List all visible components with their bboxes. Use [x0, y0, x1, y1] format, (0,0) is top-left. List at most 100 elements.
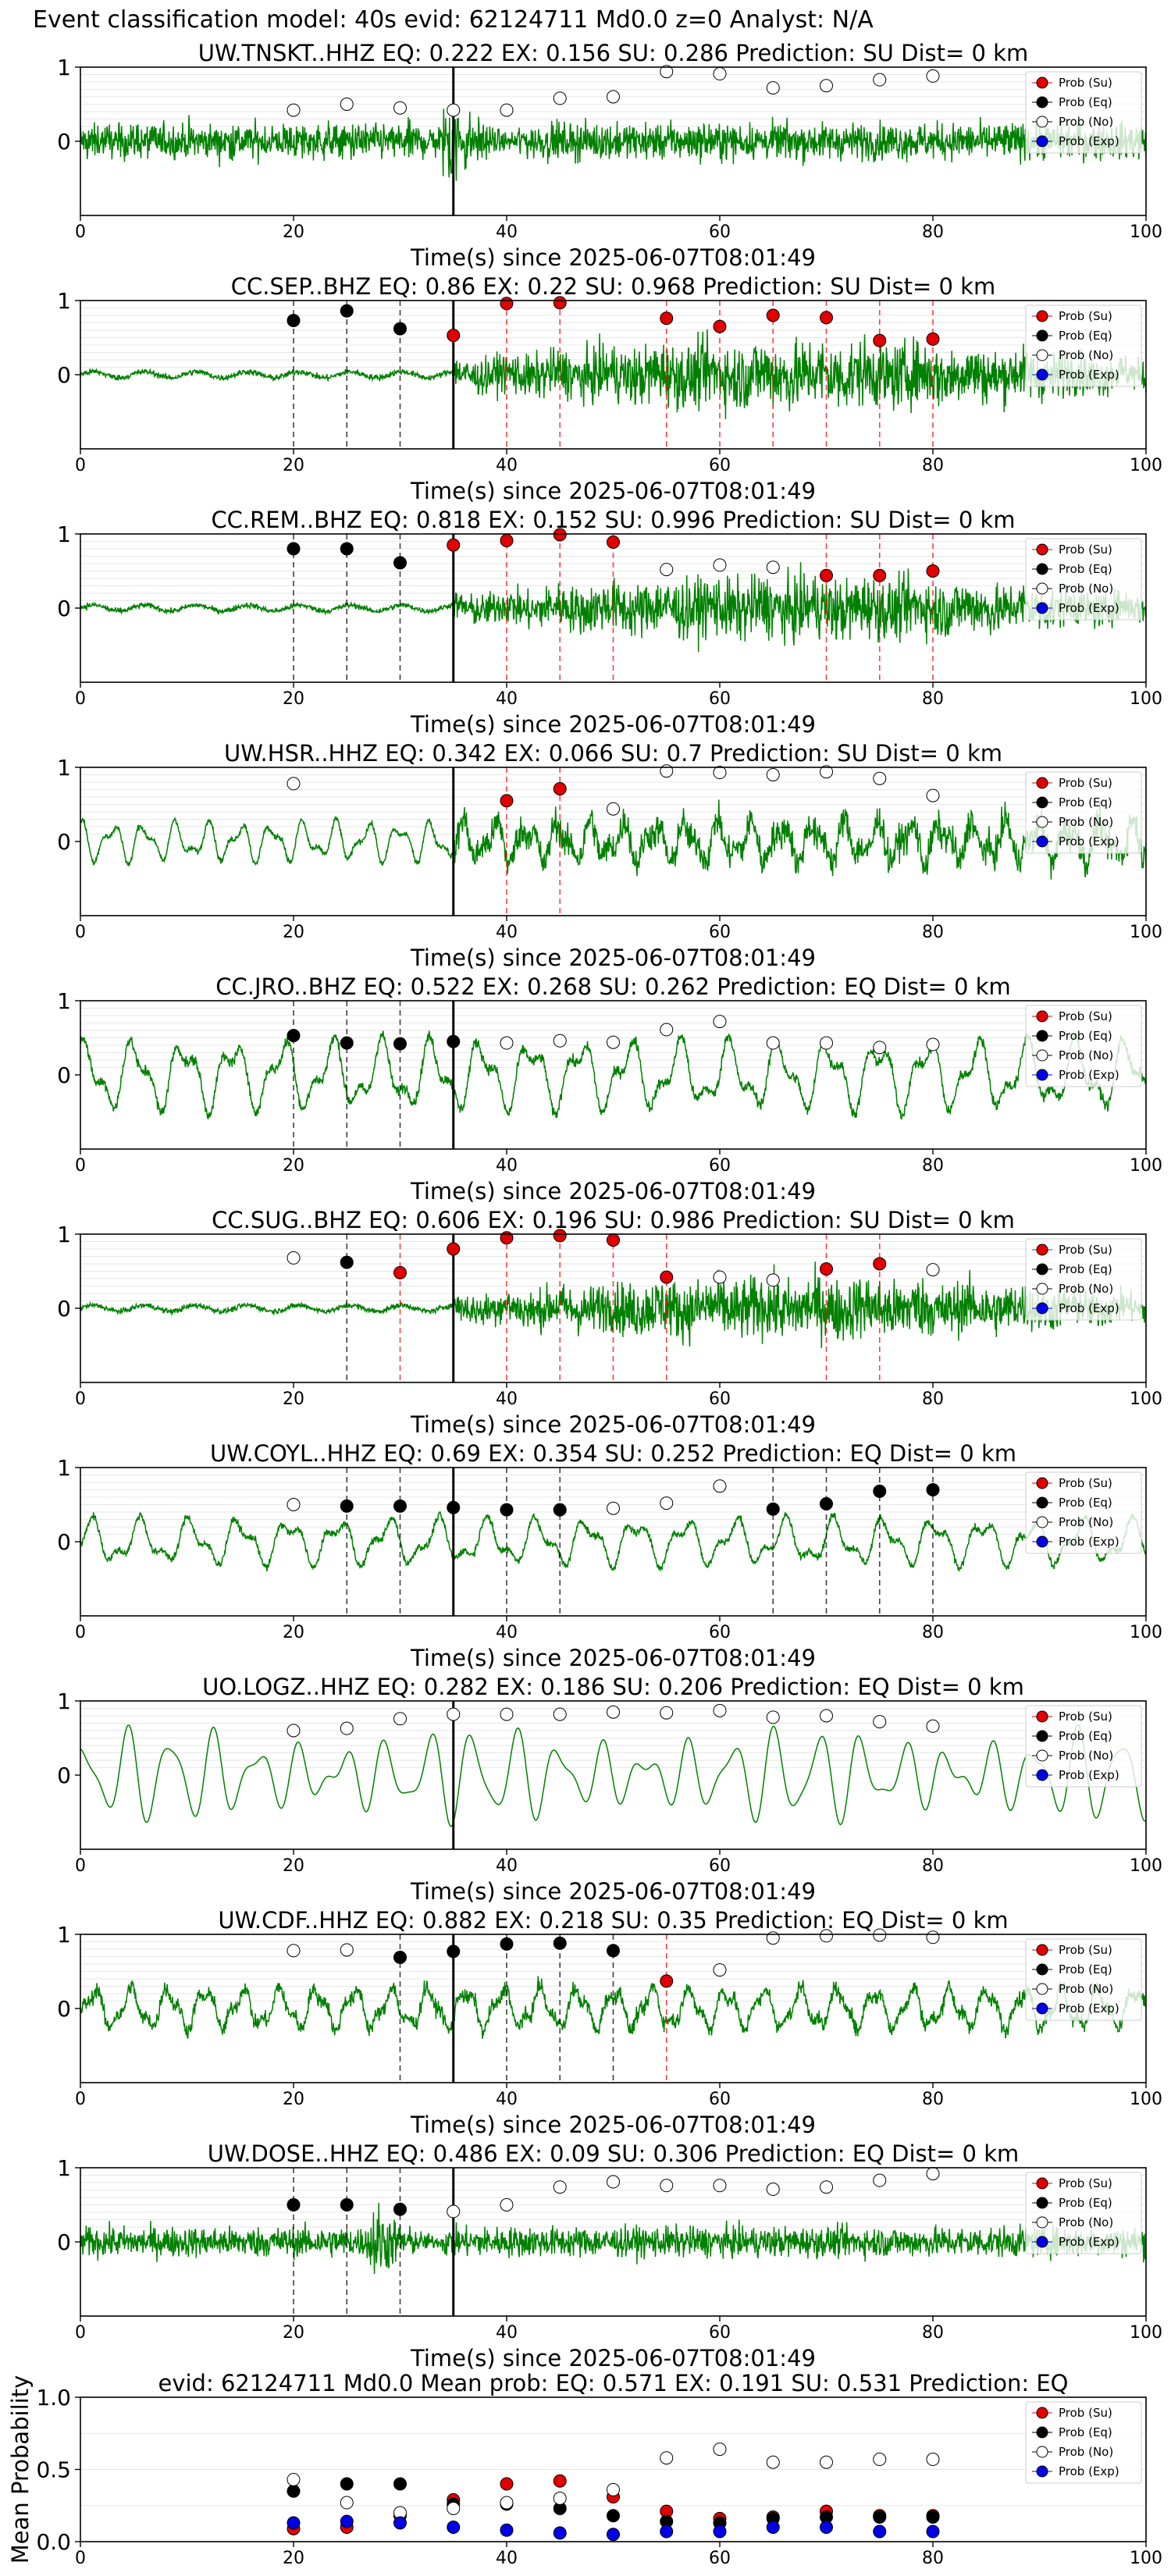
prob-marker-eq [553, 1503, 567, 1517]
prob-marker-su [820, 568, 833, 582]
panel-legend-marker-eq [1036, 96, 1048, 109]
x-tick-label: 40 [496, 222, 518, 242]
x-tick-label: 20 [283, 1856, 304, 1876]
x-tick-label: 100 [1130, 689, 1162, 709]
x-tick-label: 20 [283, 2549, 304, 2568]
x-axis-label: Time(s) since 2025-06-07T08:01:49 [410, 1411, 816, 1438]
x-tick-label: 0 [75, 1156, 86, 1176]
prob-marker-no [713, 1270, 727, 1284]
panel-title: UW.DOSE..HHZ EQ: 0.486 EX: 0.09 SU: 0.30… [208, 2140, 1020, 2167]
mean-marker-exp [766, 2521, 780, 2534]
prob-marker-no [393, 101, 407, 115]
panel-title: CC.SUG..BHZ EQ: 0.606 EX: 0.196 SU: 0.98… [212, 1207, 1015, 1233]
prob-marker-no [500, 1707, 514, 1721]
panel-legend-marker-eq [1036, 563, 1048, 575]
panel-legend-label-eq: Prob (Eq) [1059, 1029, 1112, 1043]
prob-marker-no [766, 1036, 780, 1050]
panel-legend-box [1025, 1471, 1142, 1554]
panel-legend-box [1025, 538, 1142, 621]
panel-legend-marker-eq [1036, 2426, 1048, 2439]
prob-marker-no [926, 1263, 940, 1277]
mean-marker-no [340, 2496, 354, 2510]
panel-legend-label-eq: Prob (Eq) [1059, 329, 1112, 343]
prob-marker-no [287, 1724, 301, 1738]
prob-marker-no [713, 1479, 727, 1493]
prob-marker-no [926, 2167, 940, 2181]
prob-marker-su [926, 564, 940, 578]
panel-legend-marker-eq [1036, 2197, 1048, 2209]
prob-marker-no [873, 1715, 887, 1729]
prob-marker-no [340, 1943, 354, 1957]
x-tick-label: 40 [496, 456, 518, 475]
mean-marker-eq [926, 2510, 940, 2524]
prob-marker-eq [393, 556, 407, 570]
panel-legend-label-su: Prob (Su) [1059, 2176, 1112, 2190]
panel-legend-marker-su [1036, 2407, 1048, 2419]
prob-marker-no [607, 1501, 620, 1515]
x-tick-label: 40 [496, 689, 518, 709]
prob-marker-eq [393, 322, 407, 336]
panel-legend-marker-no [1036, 2446, 1048, 2458]
prob-marker-eq [607, 1944, 620, 1958]
panel-legend-box [1025, 2172, 1142, 2254]
x-tick-label: 40 [496, 2549, 518, 2568]
mean-marker-no [660, 2451, 674, 2465]
panel-legend-marker-eq [1036, 1263, 1048, 1276]
panel-legend-marker-eq [1036, 1963, 1048, 1976]
x-tick-label: 100 [1130, 1389, 1162, 1409]
prob-marker-eq [340, 304, 354, 318]
prob-marker-eq [287, 314, 301, 328]
prob-marker-eq [393, 1950, 407, 1964]
prob-marker-no [393, 1712, 407, 1726]
prob-marker-no [873, 1041, 887, 1055]
x-tick-label: 80 [922, 222, 944, 242]
y-tick-label: 1 [57, 1688, 71, 1714]
prob-marker-no [660, 65, 674, 79]
panel-legend-marker-exp [1036, 1302, 1048, 1315]
prob-marker-su [553, 1229, 567, 1243]
prob-marker-no [766, 1710, 780, 1724]
prob-marker-no [287, 777, 301, 791]
prob-marker-no [873, 2173, 887, 2187]
mean-marker-exp [393, 2516, 407, 2530]
prob-marker-eq [287, 1029, 301, 1043]
x-tick-label: 80 [922, 923, 944, 942]
panel-legend-label-no: Prob (No) [1059, 2215, 1113, 2229]
prob-marker-no [766, 1273, 780, 1287]
mean-marker-exp [447, 2521, 461, 2534]
panel-legend-label-eq: Prob (Eq) [1059, 795, 1112, 809]
prob-marker-no [713, 2179, 727, 2193]
panel-10: UW.DOSE..HHZ EQ: 0.486 EX: 0.09 SU: 0.30… [57, 2140, 1162, 2371]
x-tick-label: 100 [1130, 456, 1162, 475]
prob-marker-no [607, 90, 620, 104]
x-tick-label: 100 [1130, 1156, 1162, 1176]
waveform-trace [80, 799, 1146, 880]
y-tick-label: 0 [57, 129, 71, 155]
prob-marker-no [607, 802, 620, 816]
prob-marker-no [447, 2204, 461, 2218]
panel-legend-marker-no [1036, 582, 1048, 595]
panel-legend-label-no: Prob (No) [1059, 1982, 1113, 1996]
panel-legend-label-exp: Prob (Exp) [1059, 2464, 1119, 2478]
mean-marker-eq [873, 2510, 887, 2524]
prob-marker-no [553, 2180, 567, 2194]
x-axis-label: Time(s) since 2025-06-07T08:01:49 [410, 2345, 816, 2371]
prob-marker-no [553, 1034, 567, 1048]
panel-6: CC.SUG..BHZ EQ: 0.606 EX: 0.196 SU: 0.98… [57, 1207, 1162, 1438]
prob-marker-no [713, 1015, 727, 1029]
panel-legend-label-no: Prob (No) [1059, 1282, 1113, 1296]
prob-marker-no [820, 765, 833, 779]
x-axis-label: Time(s) since 2025-06-07T08:01:49 [410, 1645, 816, 1671]
panel-legend-label-su: Prob (Su) [1059, 2406, 1112, 2420]
x-tick-label: 100 [1130, 2323, 1162, 2343]
panel-title: UW.HSR..HHZ EQ: 0.342 EX: 0.066 SU: 0.7 … [224, 740, 1002, 767]
panel-legend-label-exp: Prob (Exp) [1059, 601, 1119, 615]
prob-marker-su [500, 534, 514, 548]
mean-marker-exp [607, 2528, 620, 2542]
panel-legend-marker-su [1036, 1477, 1048, 1489]
panel-legend-marker-eq [1036, 329, 1048, 342]
mean-marker-exp [553, 2526, 567, 2540]
prob-marker-no [820, 79, 833, 93]
x-tick-label: 100 [1130, 1856, 1162, 1876]
prob-marker-no [926, 1037, 940, 1051]
